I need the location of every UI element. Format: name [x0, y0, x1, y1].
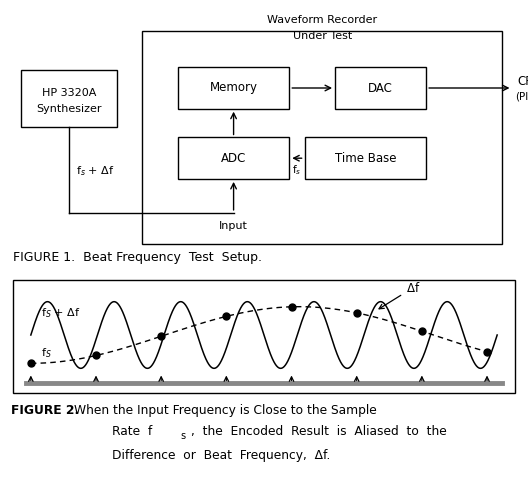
- Text: Rate  f: Rate f: [112, 425, 152, 438]
- Text: f$_s$: f$_s$: [293, 163, 301, 177]
- Text: Difference  or  Beat  Frequency,  Δf.: Difference or Beat Frequency, Δf.: [112, 450, 331, 462]
- Text: Synthesizer: Synthesizer: [36, 104, 101, 114]
- Text: (Playback): (Playback): [515, 92, 528, 102]
- Text: When the Input Frequency is Close to the Sample: When the Input Frequency is Close to the…: [74, 404, 376, 417]
- Bar: [143, 31, 502, 244]
- Text: f$_S$ + $\Delta$f: f$_S$ + $\Delta$f: [41, 306, 80, 320]
- Bar: [21, 70, 117, 127]
- Text: Time Base: Time Base: [335, 152, 396, 164]
- Text: DAC: DAC: [368, 82, 393, 94]
- Text: f$_s$ + $\Delta$f: f$_s$ + $\Delta$f: [77, 164, 115, 178]
- Bar: [305, 138, 426, 179]
- Text: HP 3320A: HP 3320A: [42, 88, 96, 98]
- Text: FIGURE 2.: FIGURE 2.: [11, 404, 79, 417]
- Text: Input: Input: [219, 221, 248, 231]
- Bar: [335, 67, 426, 109]
- Bar: [178, 138, 289, 179]
- Text: f$_S$: f$_S$: [41, 346, 52, 360]
- Text: $\Delta$f: $\Delta$f: [379, 280, 420, 309]
- Text: ,  the  Encoded  Result  is  Aliased  to  the: , the Encoded Result is Aliased to the: [191, 425, 446, 438]
- Text: ADC: ADC: [221, 152, 246, 164]
- Text: s: s: [181, 431, 185, 441]
- Text: CRT: CRT: [517, 75, 528, 88]
- Bar: [178, 67, 289, 109]
- Text: Under Test: Under Test: [293, 31, 352, 41]
- Text: Waveform Recorder: Waveform Recorder: [267, 16, 378, 26]
- Text: FIGURE 1.  Beat Frequency  Test  Setup.: FIGURE 1. Beat Frequency Test Setup.: [13, 250, 262, 264]
- Text: Memory: Memory: [210, 82, 258, 94]
